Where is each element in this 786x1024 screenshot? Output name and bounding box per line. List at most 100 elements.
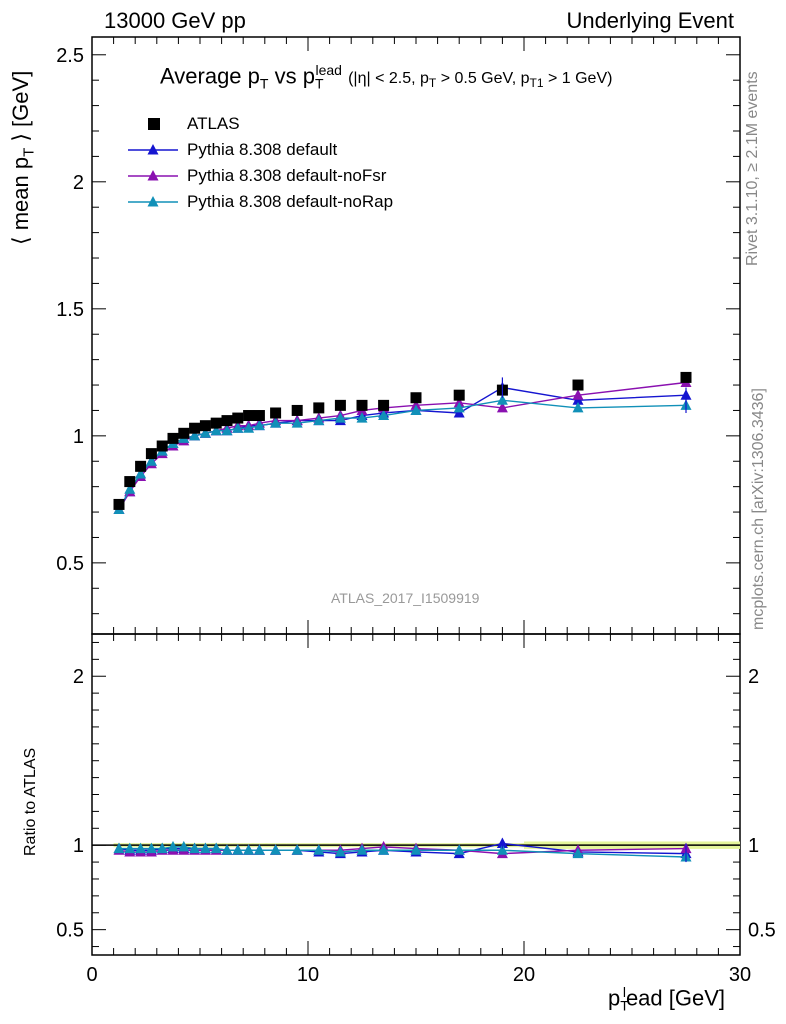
- atlas-data-point: [572, 379, 584, 391]
- atlas-data-point: [291, 404, 303, 416]
- legend-label-norap: Pythia 8.308 default-noRap: [187, 192, 394, 211]
- ratio-point-3: [124, 842, 136, 854]
- y-tick-label-main: 2.5: [56, 45, 84, 67]
- series-point-3: [243, 422, 255, 433]
- series-point-3: [410, 404, 422, 415]
- atlas-data-point: [189, 422, 201, 434]
- ratio-point-3: [334, 845, 346, 857]
- atlas-data-point: [113, 498, 125, 510]
- series-point-3: [253, 419, 265, 431]
- ratio-point-3: [199, 842, 211, 854]
- atlas-data-point: [167, 432, 179, 444]
- series-line-3: [118, 399, 687, 510]
- x-tick-label: 10: [297, 964, 319, 986]
- legend-label-atlas: ATLAS: [187, 114, 240, 133]
- atlas-data-point: [124, 476, 136, 488]
- y-tick-label-main: 1: [73, 426, 84, 448]
- ratio-point-3: [145, 842, 157, 854]
- legend-marker-atlas: [148, 118, 160, 130]
- legend-marker-1: [147, 144, 159, 155]
- atlas-data-point: [378, 399, 390, 411]
- y-tick-label-ratio-right: 1: [748, 835, 759, 857]
- atlas-data-point: [156, 440, 168, 452]
- ratio-point-3: [572, 847, 584, 859]
- series-point-3: [496, 394, 508, 405]
- y-tick-label-ratio-right: 0.5: [748, 920, 776, 942]
- atlas-data-point: [453, 389, 465, 401]
- ratio-point-3: [253, 844, 265, 855]
- ratio-point-3: [356, 844, 368, 855]
- ratio-point-3: [135, 842, 147, 854]
- y-tick-label-main: 2: [73, 172, 84, 194]
- series-point-3: [210, 424, 222, 436]
- atlas-data-point: [221, 415, 233, 427]
- series-point-3: [135, 467, 147, 479]
- legend-label-nofsr: Pythia 8.308 default-noFsr: [187, 166, 387, 185]
- atlas-data-point: [270, 407, 282, 419]
- ratio-point-3: [232, 844, 244, 855]
- atlas-data-point: [135, 460, 147, 472]
- atlas-data-point: [178, 427, 190, 439]
- series-point-3: [221, 424, 233, 436]
- series-point-3: [453, 401, 465, 413]
- ratio-point-3: [113, 842, 125, 854]
- series-point-3: [378, 409, 390, 421]
- series-point-3: [334, 412, 346, 423]
- series-line-2: [118, 381, 687, 510]
- atlas-data-point: [410, 392, 422, 404]
- series-point-3: [145, 455, 157, 466]
- series-point-2: [496, 401, 508, 413]
- legend-marker-3: [147, 196, 159, 207]
- y-tick-label-ratio: 0.5: [56, 920, 84, 942]
- series-point-3: [356, 412, 368, 423]
- atlas-data-point: [253, 410, 265, 422]
- x-axis-label: pTlead [GeV]: [608, 984, 726, 1014]
- ratio-point-3: [270, 844, 282, 855]
- ratio-point-3: [291, 844, 303, 855]
- ratio-point-3: [189, 842, 201, 854]
- y-tick-label-main: 0.5: [56, 553, 84, 575]
- ratio-point-3: [178, 840, 190, 852]
- header-left: 13000 GeV pp: [104, 8, 246, 33]
- ratio-point-3: [313, 844, 325, 855]
- atlas-data-point: [232, 412, 244, 424]
- atlas-data-point: [210, 417, 222, 429]
- ratio-point-3: [410, 844, 422, 855]
- series-point-3: [189, 429, 201, 441]
- atlas-data-point: [313, 402, 325, 414]
- x-tick-label: 20: [513, 964, 535, 986]
- series-point-3: [270, 417, 282, 428]
- ratio-point-3: [243, 844, 255, 855]
- series-point-3: [313, 414, 325, 426]
- y-tick-label-ratio-right: 2: [748, 666, 759, 688]
- header-right: Underlying Event: [566, 8, 734, 33]
- atlas-data-point: [334, 399, 346, 411]
- series-point-3: [124, 483, 136, 494]
- atlas-data-point: [199, 420, 211, 432]
- series-point-3: [199, 427, 211, 438]
- y-tick-label-main: 1.5: [56, 299, 84, 321]
- main-frame: [91, 36, 741, 635]
- legend-marker-2: [147, 170, 159, 181]
- ratio-point-3: [167, 840, 179, 852]
- y-tick-label-ratio: 1: [73, 835, 84, 857]
- series-point-3: [291, 417, 303, 428]
- ratio-point-3: [210, 842, 222, 854]
- chart-title: Average pT vs pTlead (|η| < 2.5, pT > 0.…: [160, 62, 613, 92]
- ratio-frame: [91, 633, 741, 956]
- analysis-watermark: ATLAS_2017_I1509919: [331, 590, 480, 606]
- series-point-3: [232, 422, 244, 433]
- ratio-point-3: [156, 842, 168, 854]
- y-tick-label-ratio: 2: [73, 666, 84, 688]
- x-tick-label: 0: [86, 964, 97, 986]
- atlas-data-point: [356, 399, 368, 411]
- series-point-3: [572, 401, 584, 413]
- series-point-2: [572, 389, 584, 400]
- ratio-point-3: [221, 844, 233, 855]
- ratio-point-3: [378, 844, 390, 855]
- legend-label-default: Pythia 8.308 default: [187, 140, 338, 159]
- x-tick-label: 30: [729, 964, 751, 986]
- atlas-data-point: [680, 371, 692, 383]
- atlas-data-point: [243, 410, 255, 422]
